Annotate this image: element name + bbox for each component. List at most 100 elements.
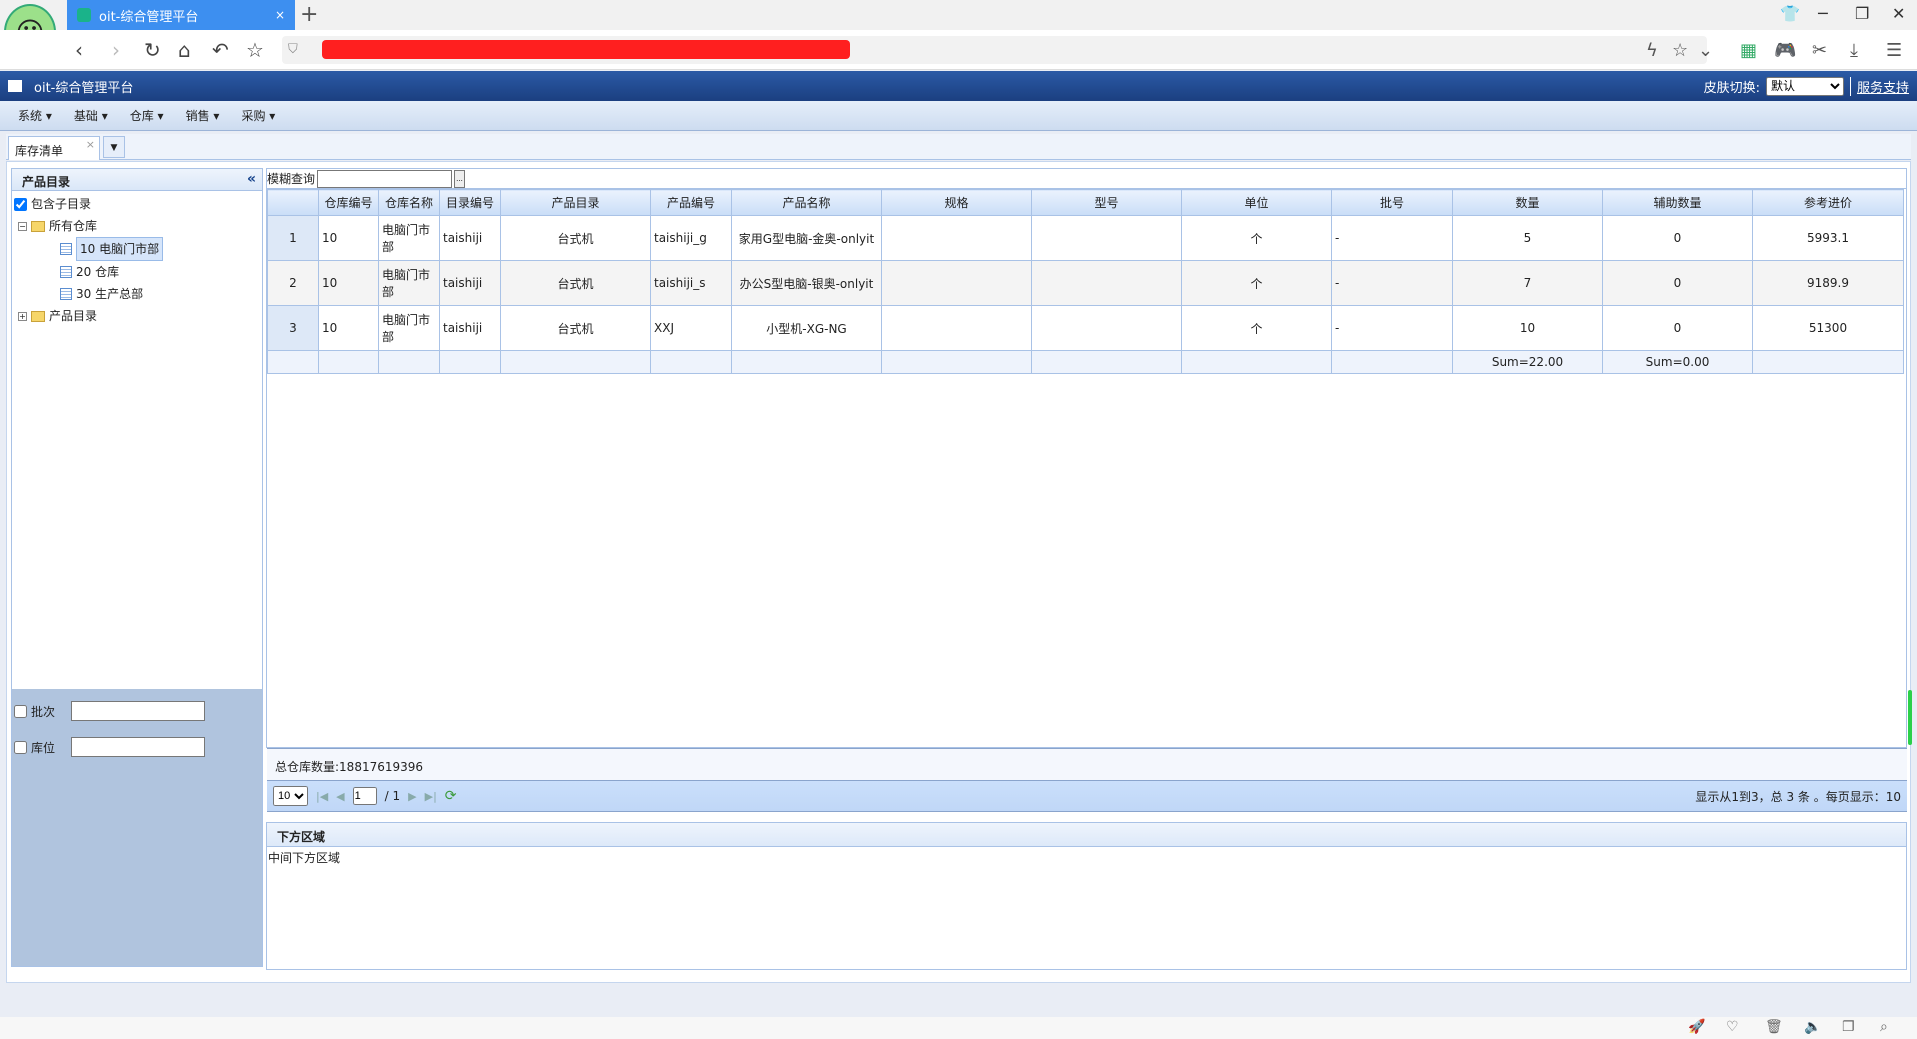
left-panel: 产品目录 « 包含子目录 − 所有仓库 10 电脑门市部 20 仓库 30 生产总部…	[11, 168, 263, 967]
refresh-icon[interactable]: ⟳	[444, 788, 457, 804]
table-cell: 台式机	[500, 260, 651, 306]
tab-strip	[6, 134, 1911, 160]
table-cell: 1	[267, 215, 319, 261]
favorite-icon[interactable]: ☆	[1672, 40, 1689, 61]
browser-tab[interactable]: oit-综合管理平台 ×	[67, 0, 295, 30]
location-label: 库位	[31, 740, 56, 755]
support-link[interactable]: 服务支持	[1849, 76, 1909, 96]
summary-cell	[1181, 350, 1332, 374]
summary-cell	[267, 350, 319, 374]
column-header[interactable]: 产品名称	[731, 189, 882, 216]
close-window-icon[interactable]: ✕	[1892, 4, 1906, 23]
tab-close-icon[interactable]: ×	[274, 8, 285, 22]
search-input[interactable]	[317, 169, 453, 188]
app-title: oit-综合管理平台	[34, 80, 134, 96]
tree-node-catalog[interactable]: 产品目录	[49, 309, 98, 323]
page-size-select[interactable]: 10	[273, 786, 308, 806]
window-icon[interactable]: ❐	[1842, 1019, 1855, 1035]
table-row[interactable]: 2 10 电脑门市部 taishiji 台式机 taishiji_s 办公S型电脑-银奥-o…	[267, 260, 1904, 306]
column-header[interactable]: 仓库名称	[378, 189, 440, 216]
tree-node-10[interactable]: 10 电脑门市部	[76, 237, 164, 261]
home-icon[interactable]: ⌂	[178, 38, 191, 62]
rocket-icon[interactable]: 🚀	[1688, 1019, 1706, 1035]
download-icon[interactable]: ⤓	[1850, 40, 1858, 61]
menu-basic[interactable]: 基础 ▾	[73, 109, 108, 123]
collapse-node-icon[interactable]: −	[18, 221, 27, 231]
trash-icon[interactable]: 🗑	[1765, 1019, 1783, 1035]
batch-input[interactable]	[71, 701, 206, 721]
location-input[interactable]	[71, 737, 206, 757]
apps-grid-icon[interactable]: ▦	[1740, 40, 1758, 61]
column-header[interactable]: 产品编号	[650, 189, 732, 216]
back-icon[interactable]: ‹	[75, 38, 83, 62]
column-header[interactable]: 产品目录	[500, 189, 651, 216]
search-button[interactable]: ...	[454, 169, 466, 188]
column-header[interactable]	[267, 189, 319, 216]
reload-icon[interactable]: ↻	[144, 38, 161, 62]
scissors-icon[interactable]: ✂	[1812, 40, 1828, 61]
minimize-icon[interactable]: ─	[1818, 4, 1828, 23]
undo-icon[interactable]: ↶	[212, 38, 229, 62]
bookmark-star-icon[interactable]: ☆	[246, 38, 264, 62]
include-sub-checkbox[interactable]	[14, 197, 27, 211]
summary-row: Sum=22.00 Sum=0.00	[267, 350, 1904, 374]
scrollbar[interactable]	[1908, 690, 1912, 745]
column-header[interactable]: 规格	[881, 189, 1032, 216]
next-page-icon[interactable]: ▶	[408, 789, 417, 803]
health-icon[interactable]: ♡	[1726, 1019, 1739, 1035]
app-logo-icon	[8, 80, 22, 92]
menu-sales[interactable]: 销售 ▾	[185, 109, 220, 123]
column-header[interactable]: 参考进价	[1752, 189, 1904, 216]
last-page-icon[interactable]: ▶|	[424, 789, 437, 803]
folder-icon	[31, 310, 45, 322]
restore-icon[interactable]: ❐	[1855, 4, 1870, 23]
first-page-icon[interactable]: |◀	[316, 789, 329, 803]
column-header[interactable]: 型号	[1031, 189, 1182, 216]
left-panel-title: 产品目录	[22, 175, 71, 189]
inventory-table: 仓库编号 仓库名称 目录编号 产品目录 产品编号 产品名称 规格 型号 单位 批号 数量 辅助数量 参考…	[267, 189, 1904, 374]
menu-warehouse[interactable]: 仓库 ▾	[129, 109, 164, 123]
column-header[interactable]: 辅助数量	[1602, 189, 1753, 216]
search-row: 模糊查询 ...	[267, 169, 1906, 189]
expand-node-icon[interactable]: +	[18, 311, 27, 321]
tree-node-30[interactable]: 30 生产总部	[76, 287, 144, 301]
table-cell: 5993.1	[1752, 215, 1904, 261]
column-header[interactable]: 数量	[1452, 189, 1603, 216]
summary-cell	[1331, 350, 1453, 374]
column-header[interactable]: 仓库编号	[318, 189, 379, 216]
summary-cell	[318, 350, 379, 374]
page-input[interactable]	[352, 787, 377, 805]
skin-shirt-icon[interactable]: 👕	[1780, 4, 1800, 23]
table-row[interactable]: 1 10 电脑门市部 taishiji 台式机 taishiji_g 家用G型电脑-金奥-o…	[267, 215, 1904, 261]
left-panel-header: 产品目录 «	[12, 169, 262, 191]
skin-select[interactable]: 默认	[1765, 76, 1844, 96]
forward-icon[interactable]: ›	[112, 38, 120, 62]
menu-system[interactable]: 系统 ▾	[18, 109, 52, 123]
location-checkbox[interactable]	[14, 740, 27, 754]
total-quantity: 总仓库数量:18817619396	[267, 748, 1907, 780]
new-tab-button[interactable]: +	[300, 2, 319, 27]
lightning-icon[interactable]: ϟ	[1646, 40, 1658, 61]
tab-close-icon[interactable]: ×	[85, 138, 95, 151]
table-cell: 3	[267, 305, 319, 351]
table-row[interactable]: 3 10 电脑门市部 taishiji 台式机 XXJ 小型机-XG-NG 个 -10 0 5130…	[267, 305, 1904, 351]
column-header[interactable]: 单位	[1181, 189, 1332, 216]
table-cell: 电脑门市部	[378, 305, 440, 351]
collapse-icon[interactable]: «	[246, 171, 256, 187]
prev-page-icon[interactable]: ◀	[336, 789, 345, 803]
table-cell: 2	[267, 260, 319, 306]
batch-checkbox[interactable]	[14, 704, 27, 718]
tab-list-dropdown[interactable]: ▼	[103, 136, 125, 158]
search-label: 模糊查询	[267, 172, 316, 186]
sound-icon[interactable]: 🔈	[1804, 1019, 1822, 1035]
game-icon[interactable]: 🎮	[1774, 40, 1797, 61]
tree-node-20[interactable]: 20 仓库	[76, 265, 120, 279]
column-header[interactable]: 批号	[1331, 189, 1453, 216]
menu-icon[interactable]: ☰	[1886, 40, 1903, 61]
menu-purchase[interactable]: 采购 ▾	[241, 109, 276, 123]
tab-inventory-list[interactable]: 库存清单 ×	[8, 136, 100, 160]
search-icon[interactable]: ⌕	[1880, 1019, 1888, 1035]
dropdown-icon[interactable]: ⌄	[1698, 40, 1714, 61]
tree-node-all-warehouses[interactable]: 所有仓库	[49, 219, 98, 233]
column-header[interactable]: 目录编号	[439, 189, 501, 216]
